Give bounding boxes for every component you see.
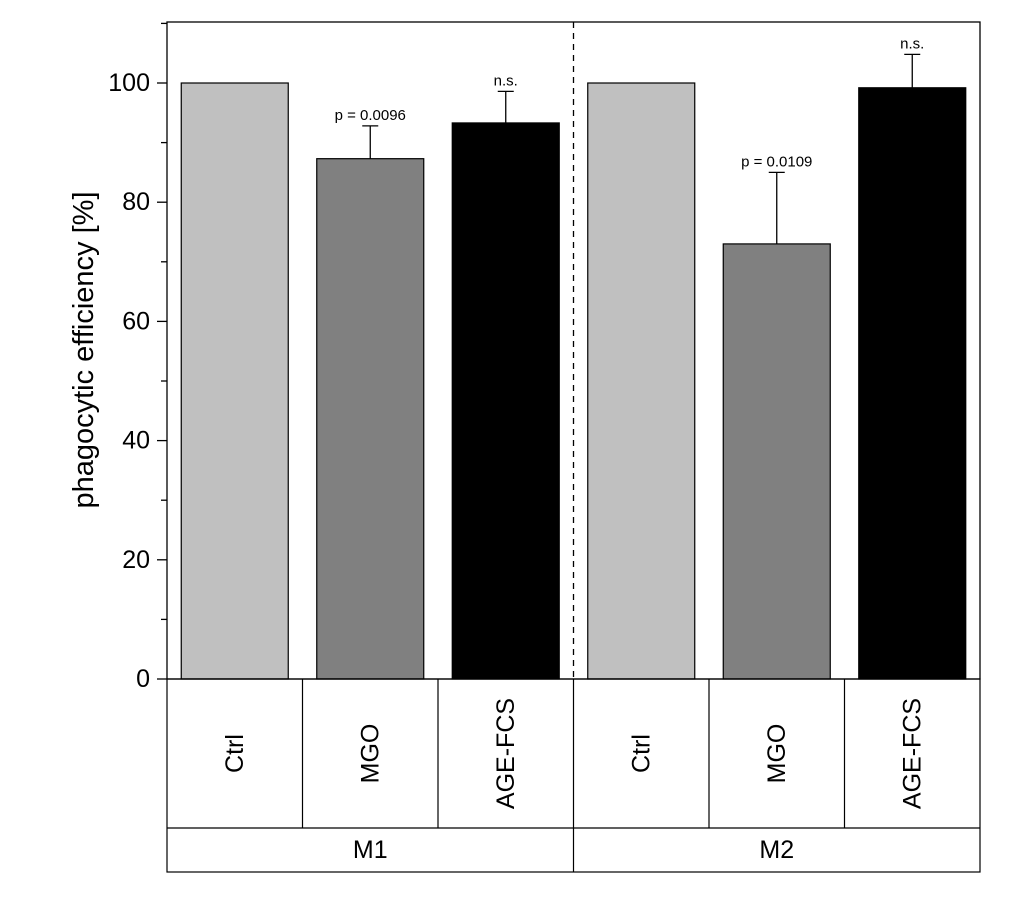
group-label: M1 (353, 836, 388, 864)
bar-m1-age-fcs (451, 122, 560, 680)
bar-m2-ctrl (587, 82, 696, 680)
bar-m1-mgo (316, 158, 425, 680)
significance-label: p = 0.0109 (741, 153, 812, 170)
significance-label: n.s. (900, 35, 924, 52)
bar-m2-age-fcs (858, 87, 967, 680)
bar-m2-mgo (722, 243, 831, 680)
y-tick-label: 0 (136, 665, 150, 693)
category-label: AGE-FCS (898, 698, 926, 809)
y-axis-title: phagocytic efficiency [%] (68, 191, 100, 508)
y-tick-label: 100 (108, 69, 150, 97)
plot-frame (166, 21, 981, 680)
category-label: Ctrl (221, 734, 249, 773)
y-tick-label: 80 (122, 188, 150, 216)
category-label: AGE-FCS (492, 698, 520, 809)
y-tick-label: 20 (122, 546, 150, 574)
y-tick-label: 40 (122, 427, 150, 455)
significance-label: n.s. (494, 72, 518, 89)
y-tick-label: 60 (122, 307, 150, 335)
bar-m1-ctrl (180, 82, 289, 680)
label-table-frame (166, 678, 981, 873)
category-label: MGO (763, 724, 791, 784)
group-label: M2 (759, 836, 794, 864)
category-label: MGO (356, 724, 384, 784)
significance-label: p = 0.0096 (335, 107, 406, 124)
category-label: Ctrl (627, 734, 655, 773)
